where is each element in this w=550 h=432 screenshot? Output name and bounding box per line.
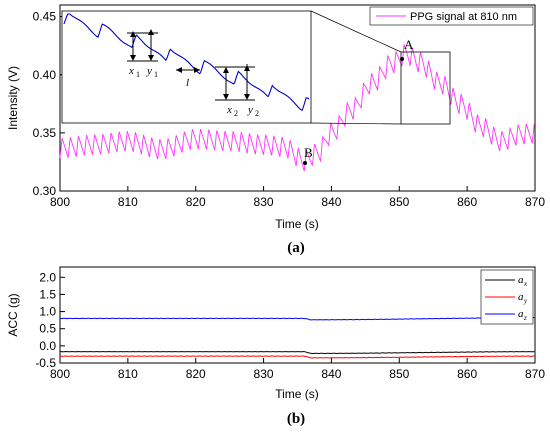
inset-x1-sub: 1 xyxy=(136,70,140,79)
x-axis-title-b: Time (s) xyxy=(275,387,319,401)
y-axis-title-b: ACC (g) xyxy=(6,293,20,336)
x-tick-label: 870 xyxy=(525,195,545,209)
x-tick-label: 820 xyxy=(186,195,206,209)
point-b-label: B xyxy=(304,145,313,160)
inset-y2-sub: 2 xyxy=(255,109,259,118)
point-a-label: A xyxy=(404,37,414,52)
x-axis-title-a: Time (s) xyxy=(275,217,319,231)
inset-frame xyxy=(61,10,312,124)
acc-series-lines xyxy=(59,317,535,359)
panel-a: 800 810 820 830 840 850 860 870 0.30 0.35 0.40 0.45… xyxy=(6,4,546,256)
x-tick-label: 860 xyxy=(457,367,477,381)
y-tick-label: -0.5 xyxy=(35,356,56,370)
zoom-box xyxy=(400,51,451,125)
x-tick-label: 800 xyxy=(50,367,70,381)
x-tick-label: 840 xyxy=(321,195,341,209)
inset-l-label: l xyxy=(186,77,189,89)
x-tick-label: 830 xyxy=(254,367,274,381)
inset-y2-label: y xyxy=(247,104,253,116)
y-tick-label: 1.0 xyxy=(39,305,56,319)
point-a-marker xyxy=(400,57,404,61)
legend-ppg-label: PPG signal at 810 nm xyxy=(410,11,517,23)
ppg-series-path xyxy=(59,44,535,172)
plot-b-ticks: 800 810 820 830 840 850 860 870 -0.5 0.0 0.5 1.0 1.5… xyxy=(35,270,545,381)
y-tick-label: 1.5 xyxy=(39,287,56,301)
acc-series-x xyxy=(59,350,535,355)
inset-x1-label: x xyxy=(128,65,134,77)
y-tick-label: 0.0 xyxy=(39,339,56,353)
inset: x 1 y 1 l x 2 y 2 xyxy=(61,10,312,124)
plot-a-ticks: 800 810 820 830 840 850 860 870 0.30 0.35 0.40 0.45 xyxy=(33,10,546,209)
x-tick-label: 870 xyxy=(525,367,545,381)
y-tick-label: 0.5 xyxy=(39,322,56,336)
legend-ay-sub: y xyxy=(523,297,528,305)
legend-a-frame xyxy=(369,6,534,26)
x-tick-label: 800 xyxy=(50,195,70,209)
panel-label-a: (a) xyxy=(287,240,305,256)
y-axis-title-a: Intensity (V) xyxy=(6,66,20,130)
x-tick-label: 830 xyxy=(254,195,274,209)
panel-label-b: (b) xyxy=(287,411,305,427)
inset-arrowheads xyxy=(130,29,250,100)
legend-az-label: a xyxy=(518,308,524,320)
acc-series-z xyxy=(59,317,535,321)
y-tick-label: 0.40 xyxy=(33,68,57,82)
plot-b-frame xyxy=(59,266,536,364)
inset-x2-label: x xyxy=(226,104,232,116)
y-tick-label: 0.35 xyxy=(33,126,57,140)
x-tick-label: 810 xyxy=(118,195,138,209)
x-tick-label: 840 xyxy=(321,367,341,381)
legend-az-sub: z xyxy=(523,314,527,322)
x-tick-label: 810 xyxy=(118,367,138,381)
ppg-series-line xyxy=(59,44,535,172)
legend-ax-sub: x xyxy=(523,280,528,288)
x-tick-label: 860 xyxy=(457,195,477,209)
y-tick-label: 0.45 xyxy=(33,10,57,24)
x-tick-label: 820 xyxy=(186,367,206,381)
inset-y1-sub: 1 xyxy=(154,70,158,79)
y-tick-label: 2.0 xyxy=(39,270,56,284)
inset-x2-sub: 2 xyxy=(234,109,238,118)
x-tick-label: 850 xyxy=(389,367,409,381)
panel-b: 800 810 820 830 840 850 860 870 -0.5 0.0 0.5 1.0 1.5… xyxy=(6,266,545,427)
inset-ppg-line xyxy=(63,13,310,111)
point-b-marker xyxy=(303,161,307,165)
legend-ay-label: a xyxy=(518,291,524,303)
acc-series-y xyxy=(59,355,535,359)
inset-y1-label: y xyxy=(146,65,152,77)
x-tick-label: 850 xyxy=(389,195,409,209)
legend-ax-label: a xyxy=(518,274,524,286)
y-tick-label: 0.30 xyxy=(33,184,57,198)
zoom-connector-top xyxy=(310,10,402,53)
zoom-connector-bottom xyxy=(310,122,402,125)
